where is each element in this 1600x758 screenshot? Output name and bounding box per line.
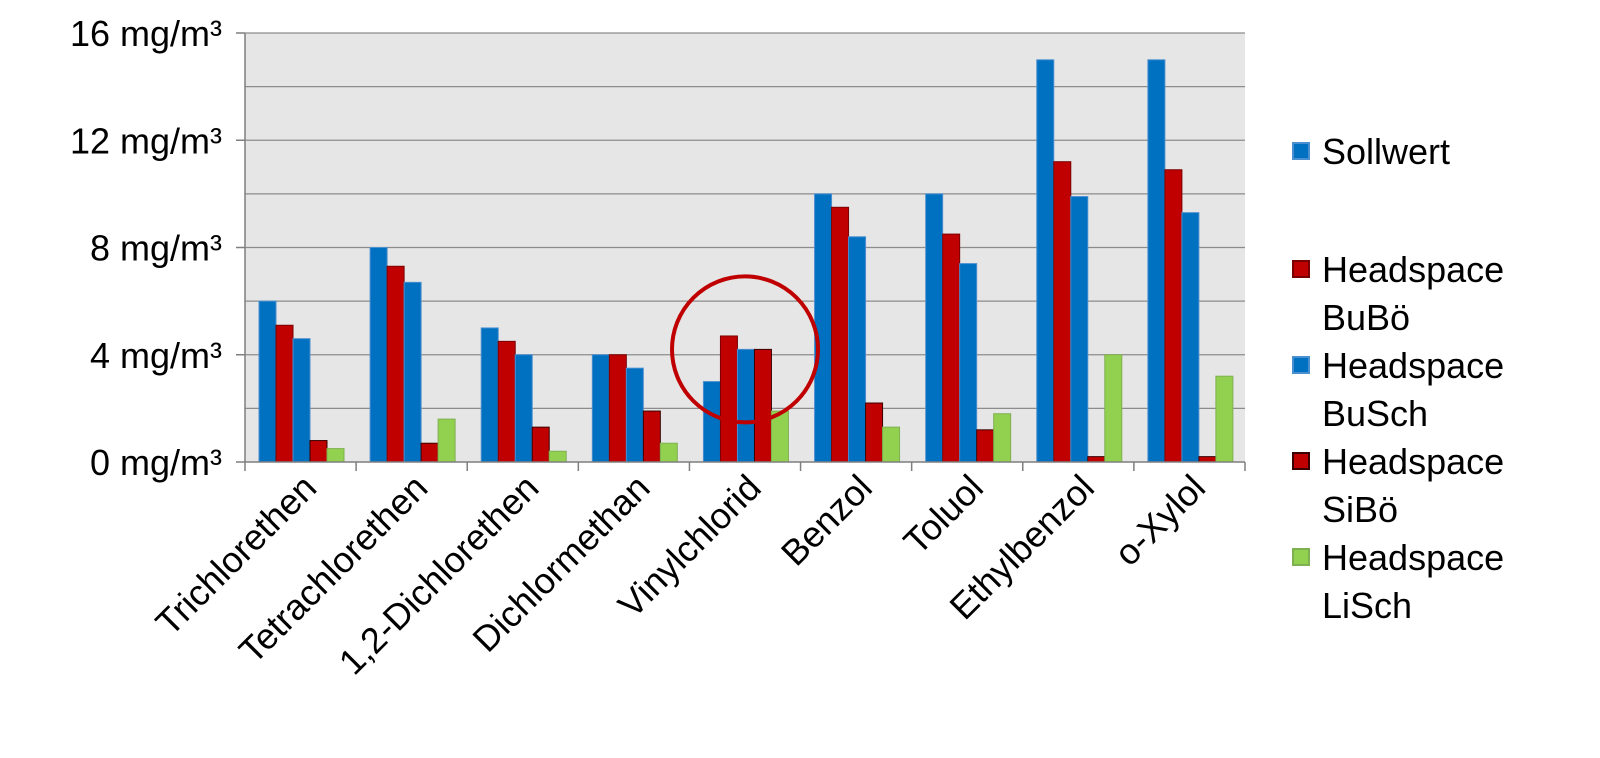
bar-0-7: [1036, 59, 1055, 463]
bar-1-7: [1053, 161, 1072, 463]
legend: Sollwert Headspace BuBö Headspace BuSch Heads…: [1292, 128, 1592, 630]
legend-label-line: BuBö: [1322, 297, 1411, 338]
axes: [236, 32, 1246, 471]
bar-1-8: [1164, 169, 1183, 463]
legend-swatch: [1292, 260, 1310, 278]
y-tick-label: 12 mg/m³: [70, 120, 222, 161]
bar-3-4: [753, 348, 772, 463]
legend-label-line: Headspace: [1322, 441, 1505, 482]
legend-label-line: Headspace: [1322, 249, 1505, 290]
bar-0-5: [814, 193, 833, 463]
bar-4-6: [993, 413, 1012, 463]
bar-4-8: [1215, 375, 1234, 463]
bar-2-3: [625, 367, 644, 463]
bar-1-6: [942, 233, 961, 463]
y-tick-label: 8 mg/m³: [90, 228, 222, 269]
bar-3-3: [642, 410, 661, 463]
legend-label-line: LiSch: [1322, 585, 1413, 626]
bar-0-2: [480, 327, 499, 463]
bar-2-5: [848, 236, 867, 463]
bar-1-3: [608, 354, 627, 463]
bar-0-1: [369, 247, 388, 463]
y-tick-label: 0 mg/m³: [90, 442, 222, 483]
bar-3-5: [865, 402, 884, 463]
legend-swatch: [1292, 452, 1310, 470]
legend-label: Headspace BuSch: [1322, 342, 1504, 438]
bar-4-3: [659, 442, 678, 463]
bar-1-1: [386, 265, 405, 463]
highlight-circle: [670, 274, 820, 425]
bar-3-7: [1087, 456, 1106, 463]
bar-2-0: [292, 338, 311, 463]
bar-2-1: [403, 281, 422, 463]
legend-item: Headspace BuSch: [1292, 342, 1592, 438]
bar-0-3: [591, 354, 610, 463]
legend-label: Headspace BuBö: [1322, 246, 1504, 342]
legend-label-line: BuSch: [1322, 393, 1429, 434]
bar-3-1: [420, 442, 439, 463]
bar-4-5: [882, 426, 901, 463]
legend-item: Sollwert: [1292, 128, 1592, 176]
legend-swatch: [1292, 142, 1310, 160]
y-tick-labels: 0 mg/m³ 4 mg/m³ 8 mg/m³ 12 mg/m³ 16 mg/m³: [70, 13, 222, 483]
bar-2-7: [1070, 196, 1089, 463]
bar-1-5: [831, 206, 850, 463]
legend-label-line: SiBö: [1322, 489, 1399, 530]
x-tick-label: Toluol: [895, 467, 991, 563]
legend-swatch: [1292, 548, 1310, 566]
x-tick-label: Tetrachlorethen: [231, 467, 435, 671]
bar-2-6: [959, 263, 978, 463]
legend-item: Headspace LiSch: [1292, 534, 1592, 630]
annotation: [670, 274, 820, 425]
bar-2-4: [736, 348, 755, 463]
legend-label-line: Sollwert: [1322, 131, 1451, 172]
bar-4-7: [1104, 354, 1123, 463]
x-tick-label: Benzol: [773, 467, 880, 574]
x-tick-labels: TrichlorethenTetrachlorethen1,2-Dichlore…: [148, 467, 1213, 683]
bar-1-0: [275, 324, 294, 463]
bar-4-4: [770, 410, 789, 463]
bar-3-0: [309, 440, 328, 463]
bar-3-2: [531, 426, 550, 463]
bar-3-6: [976, 429, 995, 463]
bar-0-8: [1147, 59, 1166, 463]
bar-1-2: [497, 340, 516, 463]
bar-0-0: [258, 300, 277, 463]
bar-0-4: [702, 381, 721, 463]
bar-1-4: [719, 335, 738, 463]
legend-item: Headspace BuBö: [1292, 246, 1592, 342]
legend-label-line: Headspace: [1322, 537, 1505, 578]
legend-label: Headspace LiSch: [1322, 534, 1504, 630]
bar-4-1: [437, 418, 456, 463]
bar-4-0: [326, 448, 345, 463]
x-tick-label: o-Xylol: [1106, 467, 1213, 574]
bars: [258, 59, 1234, 463]
legend-swatch: [1292, 356, 1310, 374]
bar-2-8: [1181, 212, 1200, 463]
legend-label: Sollwert: [1322, 128, 1450, 176]
bar-2-2: [514, 354, 533, 463]
legend-label-line: Headspace: [1322, 345, 1505, 386]
legend-item: Headspace SiBö: [1292, 438, 1592, 534]
x-tick-label: 1,2-Dichlorethen: [331, 467, 547, 683]
bar-0-6: [925, 193, 944, 463]
legend-label: Headspace SiBö: [1322, 438, 1504, 534]
bar-3-8: [1198, 456, 1217, 463]
y-tick-label: 16 mg/m³: [70, 13, 222, 54]
bar-4-2: [548, 450, 567, 463]
y-tick-label: 4 mg/m³: [90, 335, 222, 376]
